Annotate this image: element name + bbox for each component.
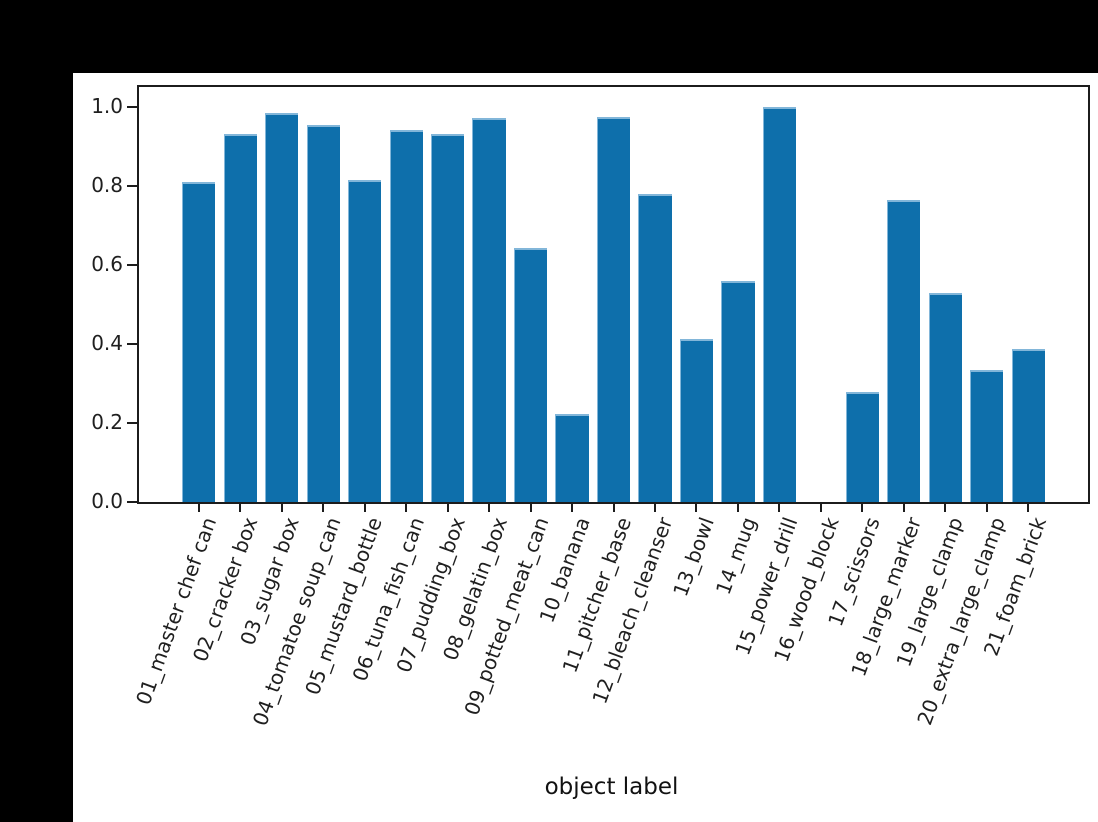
bar-15-power-drill: [762, 106, 796, 502]
y-tick-mark: [127, 105, 137, 108]
x-tick-mark: [736, 504, 739, 512]
x-tick-mark: [363, 504, 366, 512]
x-axis-title: object label: [544, 774, 679, 800]
bar-21-foam-brick: [1011, 348, 1045, 502]
x-tick-mark: [446, 504, 449, 512]
y-tick-mark: [127, 342, 137, 345]
x-tick-mark: [985, 504, 988, 512]
y-tick-mark: [127, 421, 137, 424]
bar-20-extra-large-clamp: [970, 370, 1004, 502]
bar-14-mug: [721, 281, 755, 502]
bar-10-banana: [555, 413, 589, 502]
x-tick-mark: [322, 504, 325, 512]
x-tick-mark: [944, 504, 947, 512]
plot-area: 0.0 0.2 0.4 0.6 0.8 1.0 01_master chef can 02_…: [91, 85, 1090, 729]
x-tick-mark: [902, 504, 905, 512]
x-tick-mark: [571, 504, 574, 512]
bar-12-bleach-cleanser: [638, 193, 672, 502]
bar-04-tomatoe-soup-can: [306, 124, 340, 502]
bar-13-bowl: [679, 338, 714, 502]
y-tick-label: 0.6: [91, 251, 123, 276]
x-tick-mark: [529, 504, 532, 512]
bar-06-tuna-fish-can: [389, 129, 423, 502]
bar-08-gelatin-box: [472, 117, 506, 502]
bar-17-scissors: [845, 392, 879, 502]
x-tick-mark: [280, 504, 283, 512]
bar-07-pudding-box: [431, 133, 465, 502]
x-tick-mark: [488, 504, 491, 512]
x-tick-mark: [1027, 504, 1030, 512]
x-tick-mark: [819, 504, 822, 512]
x-tick-mark: [695, 504, 698, 512]
x-tick-mark: [653, 504, 656, 512]
x-tick-mark: [861, 504, 864, 512]
x-tick-mark: [778, 504, 781, 512]
y-tick-label: 0.4: [91, 330, 123, 355]
x-tick-mark: [612, 504, 615, 512]
y-tick-mark: [127, 501, 137, 503]
bar-02-cracker-box: [223, 133, 257, 502]
bar-05-mustard-bottle: [348, 180, 382, 502]
bar-11-pitcher-base: [596, 117, 631, 502]
bar-03-sugar-box: [265, 112, 299, 502]
chart-figure: 0.0 0.2 0.4 0.6 0.8 1.0 01_master chef can 02_…: [73, 73, 1098, 822]
x-tick-mark: [197, 504, 200, 512]
y-tick-label: 0.2: [91, 409, 123, 434]
y-tick-label: 0.8: [91, 172, 123, 197]
y-tick-mark: [127, 263, 137, 266]
x-tick-mark: [405, 504, 408, 512]
y-tick-mark: [127, 184, 137, 187]
y-tick-label: 1.0: [91, 93, 123, 118]
x-tick-mark: [239, 504, 242, 512]
bar-18-large-marker: [887, 199, 921, 502]
bar-09-potted-meat-can: [513, 247, 548, 502]
bar-19-large-clamp: [928, 292, 962, 502]
y-tick-label: 0.0: [91, 489, 123, 514]
bar-01-master-chef-can: [182, 181, 216, 502]
